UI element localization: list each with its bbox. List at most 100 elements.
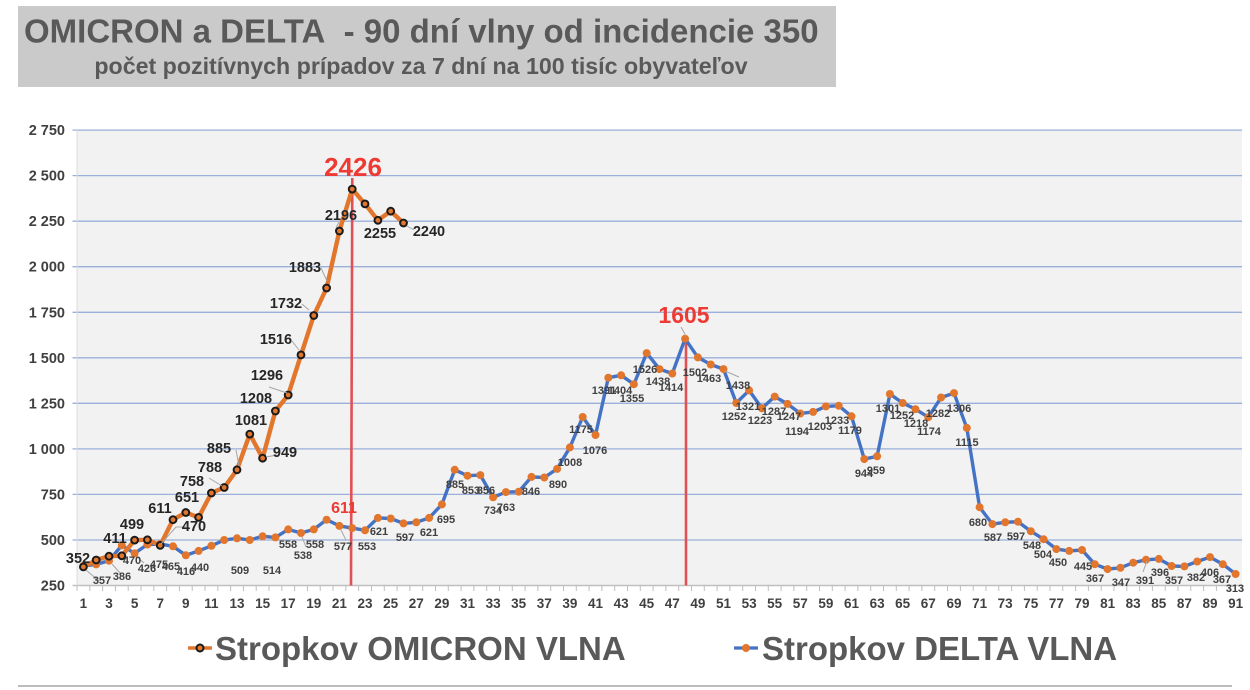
svg-text:41: 41 [588,596,604,611]
svg-text:11: 11 [204,596,219,611]
svg-text:621: 621 [420,527,438,539]
svg-text:890: 890 [549,479,567,491]
svg-text:25: 25 [383,596,399,611]
svg-text:396: 396 [1151,567,1169,579]
svg-text:391: 391 [1136,575,1154,587]
svg-text:91: 91 [1228,596,1244,611]
svg-text:1081: 1081 [235,413,267,429]
svg-text:499: 499 [120,517,144,533]
svg-text:59: 59 [818,596,833,611]
svg-text:621: 621 [370,526,388,538]
svg-text:61: 61 [844,596,860,611]
svg-text:1321: 1321 [736,401,760,413]
svg-text:Stropkov DELTA VLNA: Stropkov DELTA VLNA [762,630,1117,667]
svg-text:548: 548 [1023,540,1041,552]
svg-text:426: 426 [138,563,156,575]
svg-text:75: 75 [1023,596,1039,611]
svg-text:7: 7 [156,596,164,611]
svg-text:1179: 1179 [838,425,862,437]
svg-text:43: 43 [614,596,630,611]
svg-text:Stropkov OMICRON VLNA: Stropkov OMICRON VLNA [215,630,626,667]
svg-text:83: 83 [1126,596,1142,611]
svg-text:651: 651 [175,490,199,506]
svg-text:55: 55 [767,596,783,611]
svg-text:1 250: 1 250 [29,396,65,412]
svg-text:1 750: 1 750 [29,305,65,321]
svg-text:758: 758 [180,474,204,490]
svg-text:558: 558 [306,539,324,551]
svg-text:587: 587 [984,532,1002,544]
svg-text:39: 39 [562,596,577,611]
svg-text:470: 470 [123,555,141,567]
svg-text:885: 885 [207,441,231,457]
svg-text:1301: 1301 [876,403,900,415]
svg-text:553: 553 [358,541,376,553]
svg-text:611: 611 [148,501,171,517]
svg-text:2 000: 2 000 [29,260,65,276]
svg-text:416: 416 [177,566,195,578]
svg-text:87: 87 [1177,596,1192,611]
svg-text:35: 35 [511,596,527,611]
svg-text:1247: 1247 [777,411,801,423]
svg-text:382: 382 [1187,572,1205,584]
svg-text:1296: 1296 [251,368,283,384]
svg-text:558: 558 [279,539,297,551]
svg-text:2255: 2255 [364,226,396,242]
svg-text:27: 27 [409,596,424,611]
svg-text:1203: 1203 [808,421,832,433]
svg-text:514: 514 [263,565,282,577]
svg-text:85: 85 [1151,596,1167,611]
svg-text:1 000: 1 000 [29,442,65,458]
svg-text:2 750: 2 750 [29,123,65,139]
svg-text:67: 67 [921,596,936,611]
svg-text:680: 680 [969,517,987,529]
svg-text:750: 750 [41,487,65,503]
svg-text:352: 352 [66,551,90,567]
svg-text:411: 411 [103,531,126,547]
svg-text:1194: 1194 [785,426,810,438]
svg-text:1208: 1208 [240,391,272,407]
svg-text:856: 856 [477,485,495,497]
svg-text:2426: 2426 [324,152,382,182]
svg-text:386: 386 [113,571,131,583]
svg-text:1526: 1526 [633,364,657,376]
svg-text:1732: 1732 [270,296,302,312]
svg-text:51: 51 [716,596,732,611]
svg-text:1287: 1287 [762,406,786,418]
svg-text:357: 357 [1165,575,1183,587]
svg-text:440: 440 [191,562,209,574]
svg-text:47: 47 [665,596,680,611]
svg-text:367: 367 [1086,573,1104,585]
svg-text:3: 3 [105,596,113,611]
svg-text:2240: 2240 [413,224,445,240]
svg-text:763: 763 [497,502,515,514]
svg-text:45: 45 [639,596,655,611]
svg-text:63: 63 [870,596,886,611]
svg-text:470: 470 [182,519,206,535]
svg-text:31: 31 [460,596,476,611]
svg-text:53: 53 [742,596,758,611]
svg-text:1414: 1414 [659,382,684,394]
svg-text:1883: 1883 [289,260,321,276]
svg-text:1306: 1306 [947,403,971,415]
svg-text:367: 367 [1213,574,1231,586]
svg-text:1605: 1605 [658,302,709,328]
svg-text:49: 49 [690,596,705,611]
svg-text:1 500: 1 500 [29,351,65,367]
svg-text:1008: 1008 [558,457,582,469]
svg-text:406: 406 [1201,567,1219,579]
svg-text:69: 69 [946,596,961,611]
svg-text:944: 944 [855,468,874,480]
svg-text:949: 949 [273,445,297,461]
svg-text:21: 21 [332,596,348,611]
svg-text:1218: 1218 [904,418,928,430]
svg-text:538: 538 [294,550,312,562]
svg-text:19: 19 [306,596,321,611]
svg-text:846: 846 [522,486,540,498]
svg-text:357: 357 [93,575,111,587]
svg-text:853: 853 [462,485,480,497]
svg-text:597: 597 [396,532,414,544]
svg-text:81: 81 [1100,596,1116,611]
svg-text:29: 29 [434,596,449,611]
svg-text:57: 57 [793,596,808,611]
